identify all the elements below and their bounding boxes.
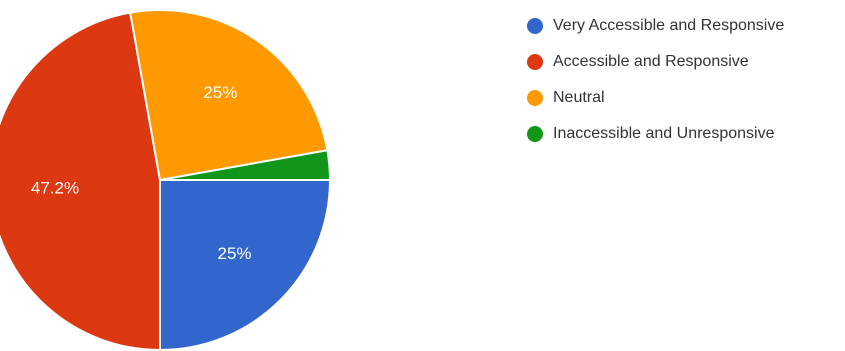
legend-swatch bbox=[527, 126, 543, 142]
slice-data-label: 25% bbox=[203, 83, 237, 102]
pie-slice[interactable] bbox=[159, 149, 332, 181]
legend-swatch bbox=[527, 54, 543, 70]
legend-swatch bbox=[527, 90, 543, 106]
legend-item[interactable]: Inaccessible and Unresponsive bbox=[527, 116, 784, 152]
legend-swatch bbox=[527, 18, 543, 34]
legend-item[interactable]: Very Accessible and Responsive bbox=[527, 8, 784, 44]
pie-slice[interactable] bbox=[129, 9, 329, 182]
slice-data-label: 47.2% bbox=[31, 179, 79, 198]
legend-item[interactable]: Accessible and Responsive bbox=[527, 44, 784, 80]
slice-data-label: 25% bbox=[218, 244, 252, 263]
legend: Very Accessible and Responsive Accessible… bbox=[527, 8, 784, 152]
legend-item[interactable]: Neutral bbox=[527, 80, 784, 116]
legend-label: Inaccessible and Unresponsive bbox=[553, 125, 775, 142]
legend-label: Very Accessible and Responsive bbox=[553, 17, 785, 34]
pie-slice[interactable] bbox=[159, 179, 332, 351]
legend-label: Accessible and Responsive bbox=[553, 53, 749, 70]
pie-slice[interactable] bbox=[0, 11, 161, 351]
pie-chart: 25% 47.2% 25% bbox=[0, 9, 332, 351]
legend-label: Neutral bbox=[553, 89, 605, 106]
